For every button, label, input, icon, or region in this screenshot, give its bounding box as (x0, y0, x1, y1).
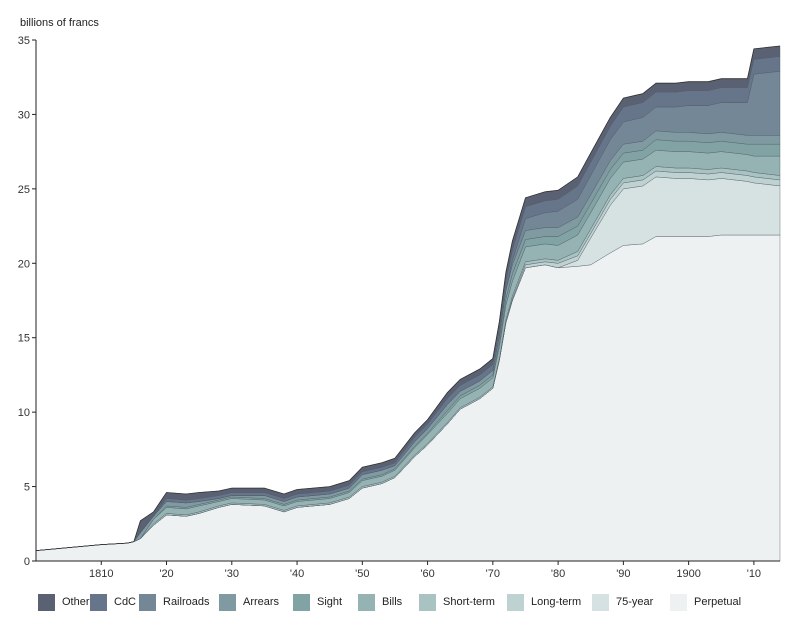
stacked-areas (35, 45, 781, 562)
legend-label: Arrears (243, 596, 280, 608)
y-tick-label: 15 (18, 333, 30, 345)
x-tick-label: '60 (420, 568, 434, 580)
x-axis: 1810 '20 '30 '40 '50 '60 '70 '80 '90 1900 '10 (36, 560, 780, 580)
x-tick-label: '50 (355, 568, 369, 580)
x-tick-label: '20 (159, 568, 173, 580)
y-axis-label: billions of francs (20, 17, 99, 29)
legend-swatch (419, 593, 436, 611)
y-tick-label: 5 (24, 482, 30, 494)
legend-label: CdC (114, 596, 137, 608)
legend-swatch (139, 593, 156, 611)
x-tick-label: '80 (551, 568, 565, 580)
y-tick-label: 0 (24, 556, 30, 568)
x-tick-label: '90 (616, 568, 630, 580)
y-tick-label: 30 (18, 109, 30, 121)
legend-item-bills: Bills (358, 593, 419, 611)
y-tick-label: 25 (18, 184, 30, 196)
x-tick-label: 1810 (89, 568, 113, 580)
legend-swatch (90, 593, 107, 611)
x-tick-label: '70 (486, 568, 500, 580)
y-tick-label: 35 (18, 35, 30, 47)
legend-label: Sight (317, 596, 343, 608)
legend-swatch (592, 593, 609, 611)
area-perpetual (35, 234, 781, 562)
y-axis: 0 5 10 15 20 25 30 35 (18, 35, 37, 568)
x-tick-label: '40 (290, 568, 304, 580)
legend-label: Railroads (163, 596, 210, 608)
legend-label: Short-term (443, 596, 495, 608)
legend: Other CdC Railroads Arrears Sight Bills Short-… (38, 592, 742, 612)
chart: billions of francs 0 5 10 15 20 25 30 35 1810 '2… (18, 17, 781, 580)
legend-swatch (358, 593, 375, 611)
legend-swatch (507, 593, 524, 611)
legend-item-short-term: Short-term (419, 593, 507, 611)
legend-swatch (219, 593, 236, 611)
x-tick-label: '10 (747, 568, 761, 580)
legend-item-cdc: CdC (90, 593, 139, 611)
legend-item-75-year: 75-year (592, 593, 670, 611)
legend-item-sight: Sight (293, 593, 358, 611)
legend-label: Perpetual (694, 596, 742, 608)
legend-item-perpetual: Perpetual (670, 593, 742, 611)
y-tick-label: 20 (18, 258, 30, 270)
y-tick-label: 10 (18, 407, 30, 419)
total-outline (35, 45, 781, 551)
legend-item-other: Other (38, 593, 90, 611)
legend-swatch (293, 593, 310, 611)
legend-item-railroads: Railroads (139, 593, 219, 611)
legend-label: 75-year (616, 596, 654, 608)
legend-label: Long-term (531, 596, 582, 608)
legend-label: Bills (382, 596, 403, 608)
legend-swatch (670, 593, 687, 611)
legend-item-long-term: Long-term (507, 593, 592, 611)
x-tick-label: 1900 (676, 568, 700, 580)
legend-swatch (38, 593, 55, 611)
x-tick-label: '30 (225, 568, 239, 580)
legend-label: Other (62, 596, 90, 608)
legend-item-arrears: Arrears (219, 593, 293, 611)
